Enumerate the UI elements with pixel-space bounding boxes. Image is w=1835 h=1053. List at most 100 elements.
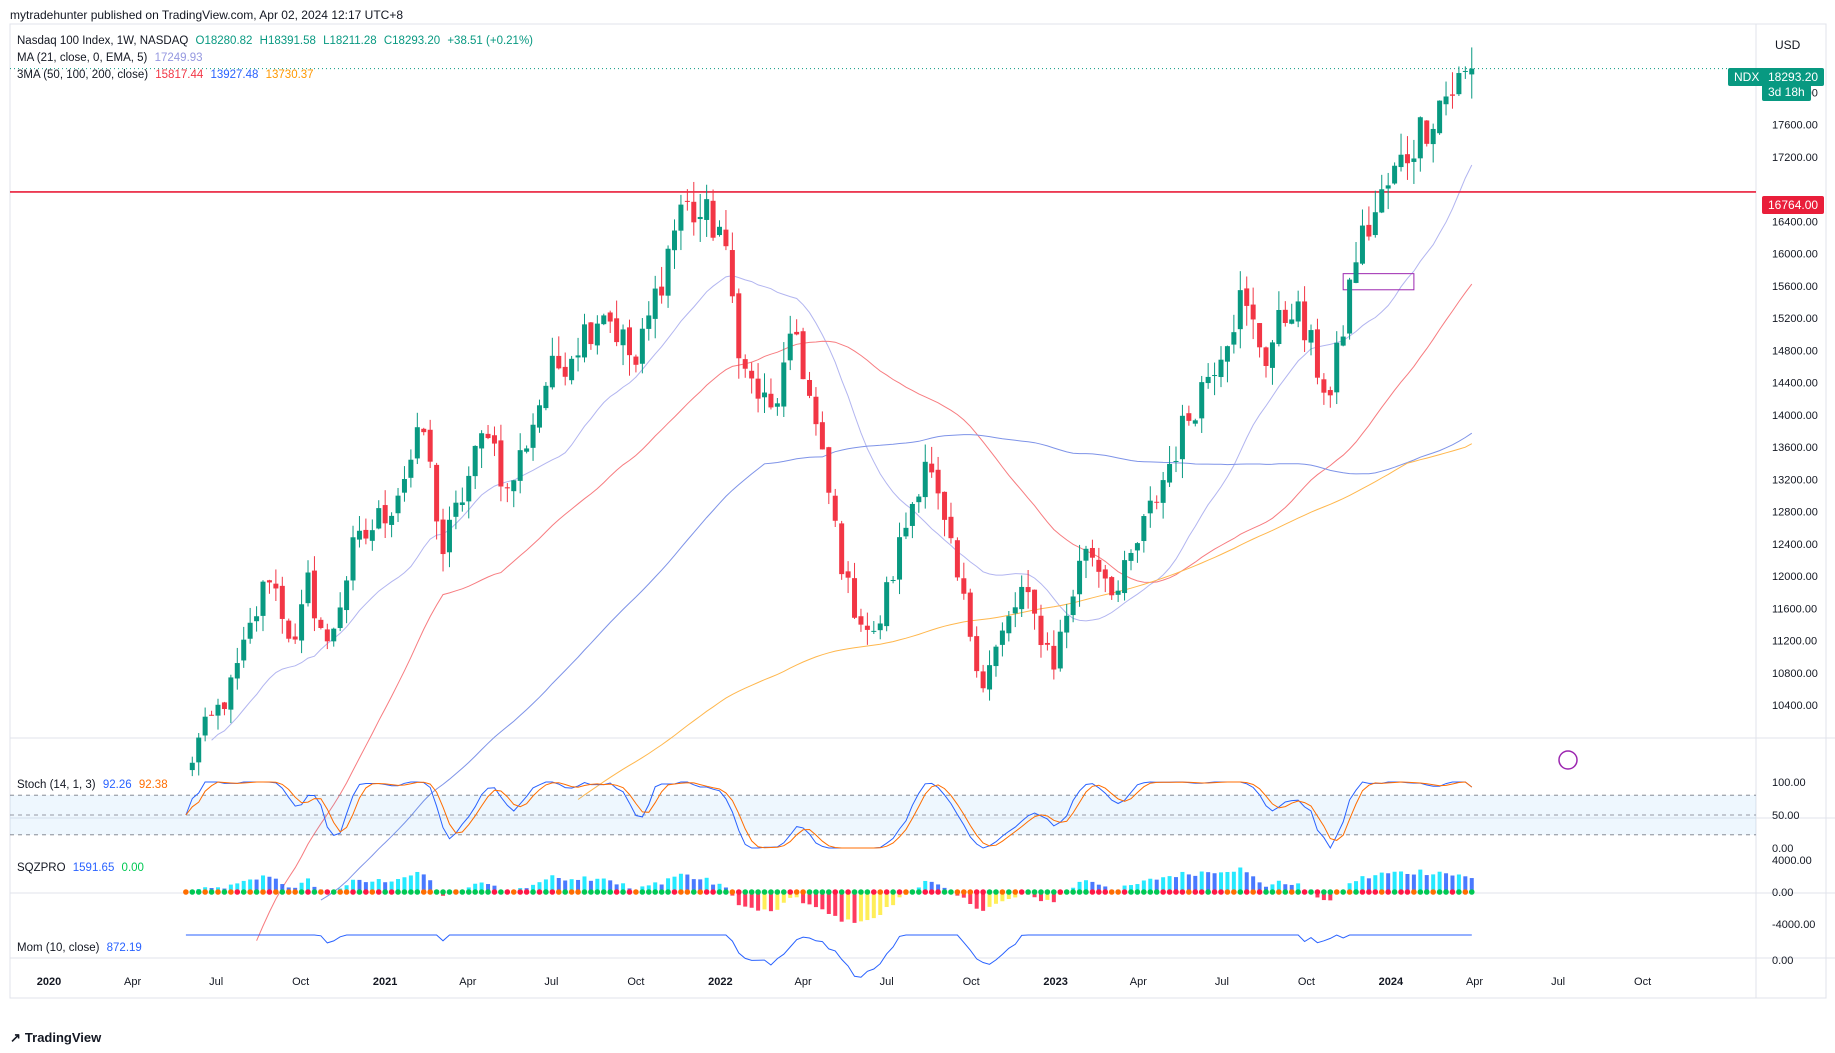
sqz-bar: [1186, 874, 1191, 892]
sqz-bar: [1463, 876, 1468, 892]
sqz-dot: [1128, 889, 1134, 895]
candle-body: [704, 199, 710, 220]
sqz-dot: [903, 889, 909, 895]
symbol-line[interactable]: Nasdaq 100 Index, 1W, NASDAQ: [17, 35, 189, 47]
sqz-dot: [1102, 889, 1109, 895]
sqz-dot: [549, 889, 556, 895]
candle-body: [491, 435, 497, 444]
sqz-bar: [1431, 874, 1436, 892]
sqz-dot: [1372, 889, 1379, 895]
candle-body: [414, 427, 420, 459]
sqz-dot: [504, 889, 511, 895]
sqz-bar: [1347, 883, 1352, 892]
candle-body: [189, 762, 195, 771]
candle-body: [1044, 642, 1050, 645]
candle-body: [839, 523, 845, 575]
candle-body: [1372, 212, 1378, 236]
sqz-bar: [569, 879, 574, 892]
candle-body: [511, 480, 517, 492]
sqz-dot: [980, 889, 986, 895]
candle-body: [1276, 310, 1282, 345]
sqz-bar: [1128, 885, 1133, 892]
stoch-legend[interactable]: Stoch (14, 1, 3) 92.26 92.38: [17, 779, 172, 791]
candle-body: [1231, 332, 1237, 345]
sqz-dot: [845, 889, 851, 895]
candle-body: [1443, 96, 1449, 105]
sqz-dot: [787, 889, 794, 895]
candle-body: [1392, 165, 1398, 184]
last-price-tag: 18293.20: [1762, 68, 1825, 86]
sma-legend[interactable]: 3MA (50, 100, 200, close) 15817.44 13927…: [17, 69, 318, 81]
candle-body: [1295, 301, 1301, 322]
sqz-dot: [1443, 889, 1449, 895]
sqz-dot: [215, 889, 221, 895]
sqz-bar: [987, 892, 992, 907]
price-axis-tick: 17200.00: [1772, 152, 1818, 164]
sqz-dot: [620, 889, 626, 895]
candle-body: [864, 625, 870, 630]
candle-body: [536, 405, 542, 428]
sqz-dot: [588, 889, 594, 895]
candle-body: [356, 530, 362, 540]
candle-body: [1250, 304, 1256, 320]
sqz-bar: [711, 884, 716, 892]
sqz-dot: [877, 889, 884, 895]
annotation-box: [1342, 273, 1415, 291]
price-axis-tick: 11200.00: [1772, 636, 1817, 648]
candle-body: [1282, 309, 1288, 323]
sqz-dot: [260, 889, 266, 895]
sqz-dot: [1051, 889, 1057, 895]
candle-body: [1334, 342, 1340, 393]
sqz-dot: [453, 889, 459, 895]
candle-body: [1327, 390, 1333, 396]
candle-body: [1308, 330, 1314, 343]
sqz-dot: [800, 889, 806, 895]
sqz-dot: [562, 889, 568, 895]
candle-body: [305, 572, 311, 604]
sqz-dot: [382, 889, 388, 895]
time-axis-tick: 2023: [1043, 976, 1067, 988]
sqz-bar: [717, 883, 722, 892]
candle-body: [787, 333, 793, 361]
candle-body: [1051, 645, 1057, 670]
candle-body: [935, 469, 941, 494]
sqz-bar: [1328, 892, 1333, 901]
price-axis-tick: 12400.00: [1772, 539, 1818, 551]
sqz-bar: [267, 876, 272, 892]
sqz-bar: [974, 892, 979, 909]
sqz-dot: [1327, 889, 1334, 895]
price-axis-tick: 15600.00: [1772, 281, 1818, 293]
candle-body: [1404, 154, 1410, 164]
high-value: H18391.58: [259, 35, 316, 47]
candle-body: [1224, 346, 1230, 362]
candle-body: [1347, 279, 1353, 334]
candle-body: [344, 580, 350, 611]
candle-body: [1212, 375, 1218, 377]
candle-body: [1192, 420, 1198, 424]
sqz-dot: [202, 889, 208, 895]
sqz-bar: [280, 884, 285, 892]
candle-body: [614, 318, 620, 343]
currency-label[interactable]: USD: [1775, 38, 1801, 52]
sqz-dot: [1411, 889, 1417, 895]
candle-body: [517, 450, 523, 481]
sqz-bar: [678, 873, 683, 892]
candle-body: [749, 370, 755, 379]
candle-body: [363, 529, 369, 539]
candle-body: [1019, 586, 1025, 610]
candle-body: [1109, 577, 1115, 596]
sqz-dot: [1263, 889, 1269, 895]
mom-legend[interactable]: Mom (10, close) 872.19: [17, 942, 146, 954]
sqz-dot: [806, 889, 813, 895]
candle-body: [678, 204, 684, 231]
ma-value: 17249.93: [154, 52, 203, 64]
tradingview-logo[interactable]: ↗ TradingView: [10, 1030, 101, 1046]
price-axis-tick: 14000.00: [1772, 410, 1818, 422]
candle-body: [1321, 379, 1327, 393]
sqz-bar: [691, 879, 696, 892]
sqz-legend[interactable]: SQZPRO 1591.65 0.00: [17, 862, 148, 874]
sqz-bar: [1006, 892, 1011, 900]
ma-legend[interactable]: MA (21, close, 0, EMA, 5) 17249.93: [17, 52, 207, 64]
sqz-dot: [1269, 889, 1276, 895]
